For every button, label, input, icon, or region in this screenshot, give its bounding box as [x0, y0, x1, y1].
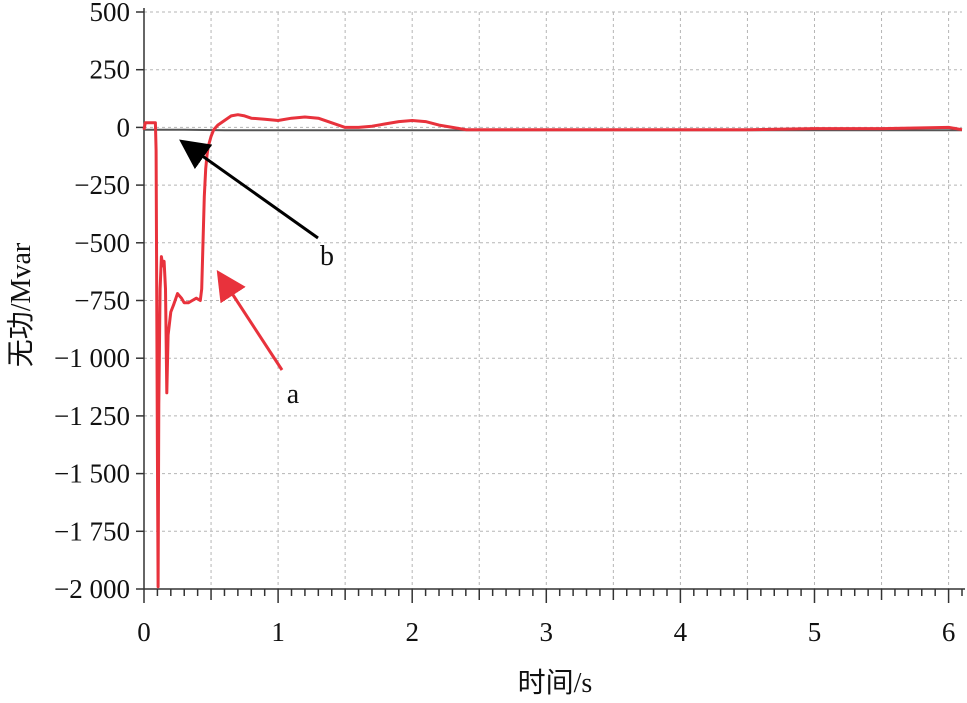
x-tick-label: 3 — [540, 617, 554, 647]
y-tick-label: −250 — [74, 170, 130, 200]
y-tick-label: −2 000 — [54, 574, 130, 604]
y-tick-label: −1 250 — [54, 401, 130, 431]
y-tick-label: −1 750 — [54, 516, 130, 546]
y-tick-label: 500 — [90, 0, 131, 27]
y-tick-label: −750 — [74, 286, 130, 316]
series-line-a — [142, 113, 963, 589]
y-tick-label: −1 000 — [54, 343, 130, 373]
x-tick-label: 6 — [942, 617, 956, 647]
y-tick-label: 250 — [90, 55, 131, 85]
x-tick-label: 1 — [271, 617, 285, 647]
axes — [143, 8, 965, 590]
series-group — [142, 113, 963, 589]
x-tick-label: 2 — [405, 617, 419, 647]
grid — [144, 11, 962, 589]
annotation-arrow-b — [179, 139, 319, 240]
annotation-arrow-a — [216, 269, 284, 371]
y-tick-label: −1 500 — [54, 459, 130, 489]
y-tick-label: −500 — [74, 228, 130, 258]
y-tick-label: 0 — [117, 112, 131, 142]
y-axis-title: 无功/Mvar — [6, 242, 37, 367]
annotation-label-b: b — [320, 241, 334, 272]
x-tick-label: 0 — [137, 617, 151, 647]
x-axis-title: 时间/s — [518, 667, 593, 699]
annotation-label-a: a — [287, 379, 300, 410]
x-tick-label: 5 — [808, 617, 822, 647]
annotations: ab — [179, 139, 334, 410]
x-tick-label: 4 — [674, 617, 688, 647]
